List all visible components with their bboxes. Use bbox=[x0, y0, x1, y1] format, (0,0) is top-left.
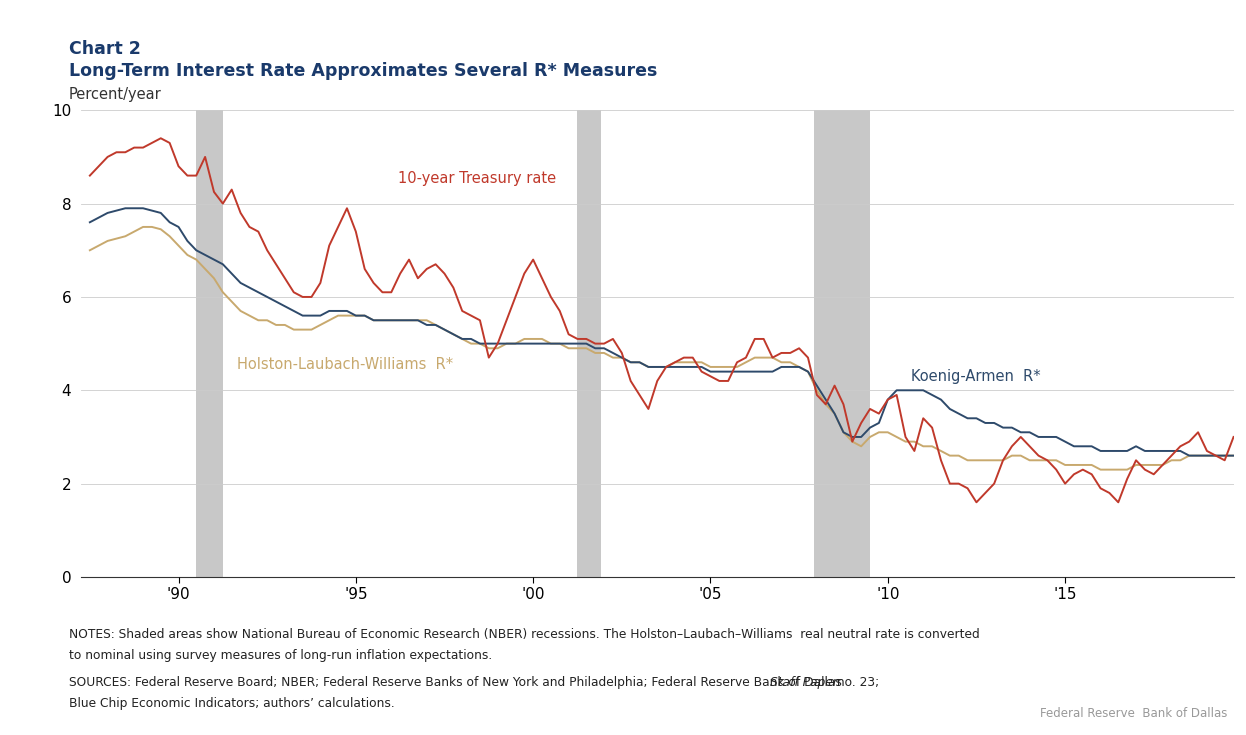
Text: Long-Term Interest Rate Approximates Several R* Measures: Long-Term Interest Rate Approximates Sev… bbox=[69, 62, 657, 80]
Text: no. 23;: no. 23; bbox=[832, 676, 878, 689]
Text: SOURCES: Federal Reserve Board; NBER; Federal Reserve Banks of New York and Phil: SOURCES: Federal Reserve Board; NBER; Fe… bbox=[69, 676, 845, 689]
Text: Holston-Laubach-Williams  R*: Holston-Laubach-Williams R* bbox=[237, 357, 452, 373]
Text: to nominal using survey measures of long-run inflation expectations.: to nominal using survey measures of long… bbox=[69, 649, 492, 662]
Text: Percent/year: Percent/year bbox=[69, 87, 161, 101]
Bar bbox=[197, 110, 223, 577]
Text: Chart 2: Chart 2 bbox=[69, 40, 141, 58]
Text: NOTES: Shaded areas show National Bureau of Economic Research (NBER) recessions.: NOTES: Shaded areas show National Bureau… bbox=[69, 628, 979, 642]
Text: 10-year Treasury rate: 10-year Treasury rate bbox=[397, 171, 556, 186]
Bar bbox=[814, 110, 870, 577]
Text: Staff Paper: Staff Paper bbox=[770, 676, 837, 689]
Bar bbox=[577, 110, 602, 577]
Text: Koenig-Armen  R*: Koenig-Armen R* bbox=[911, 369, 1040, 384]
Text: Blue Chip Economic Indicators; authors’ calculations.: Blue Chip Economic Indicators; authors’ … bbox=[69, 697, 394, 710]
Text: Federal Reserve  Bank of Dallas: Federal Reserve Bank of Dallas bbox=[1040, 707, 1227, 720]
